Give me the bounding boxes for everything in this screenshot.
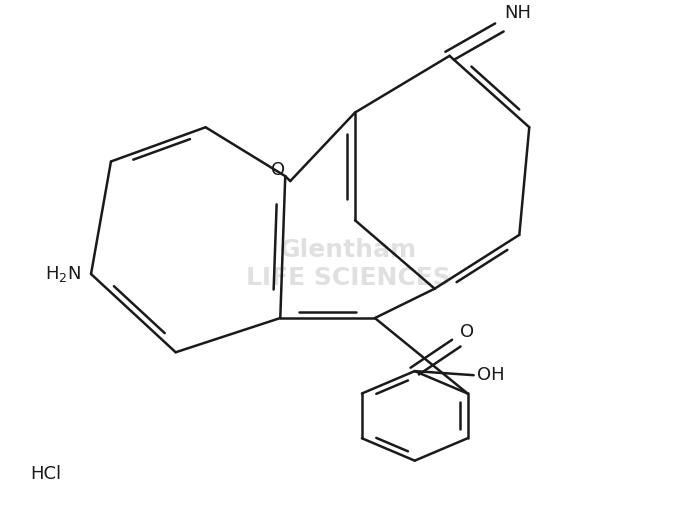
Text: H$_2$N: H$_2$N [45, 264, 81, 284]
Text: O: O [271, 161, 285, 178]
Text: NH: NH [505, 4, 531, 22]
Text: OH: OH [477, 366, 505, 384]
Text: Glentham
LIFE SCIENCES: Glentham LIFE SCIENCES [246, 238, 450, 290]
Text: O: O [460, 322, 474, 341]
Text: HCl: HCl [31, 465, 62, 483]
